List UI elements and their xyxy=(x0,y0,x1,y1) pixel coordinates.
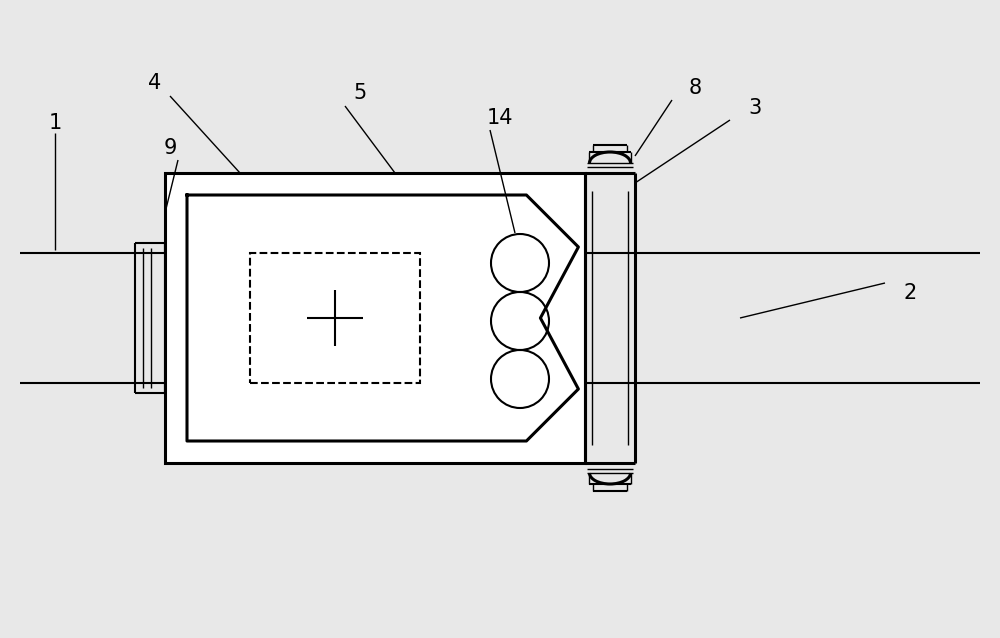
Text: 9: 9 xyxy=(163,138,177,158)
Text: 2: 2 xyxy=(903,283,917,303)
Text: 5: 5 xyxy=(353,83,367,103)
FancyBboxPatch shape xyxy=(165,173,585,463)
Text: 14: 14 xyxy=(487,108,513,128)
Text: 8: 8 xyxy=(688,78,702,98)
Text: 3: 3 xyxy=(748,98,762,118)
Text: 4: 4 xyxy=(148,73,162,93)
Text: 1: 1 xyxy=(48,113,62,133)
